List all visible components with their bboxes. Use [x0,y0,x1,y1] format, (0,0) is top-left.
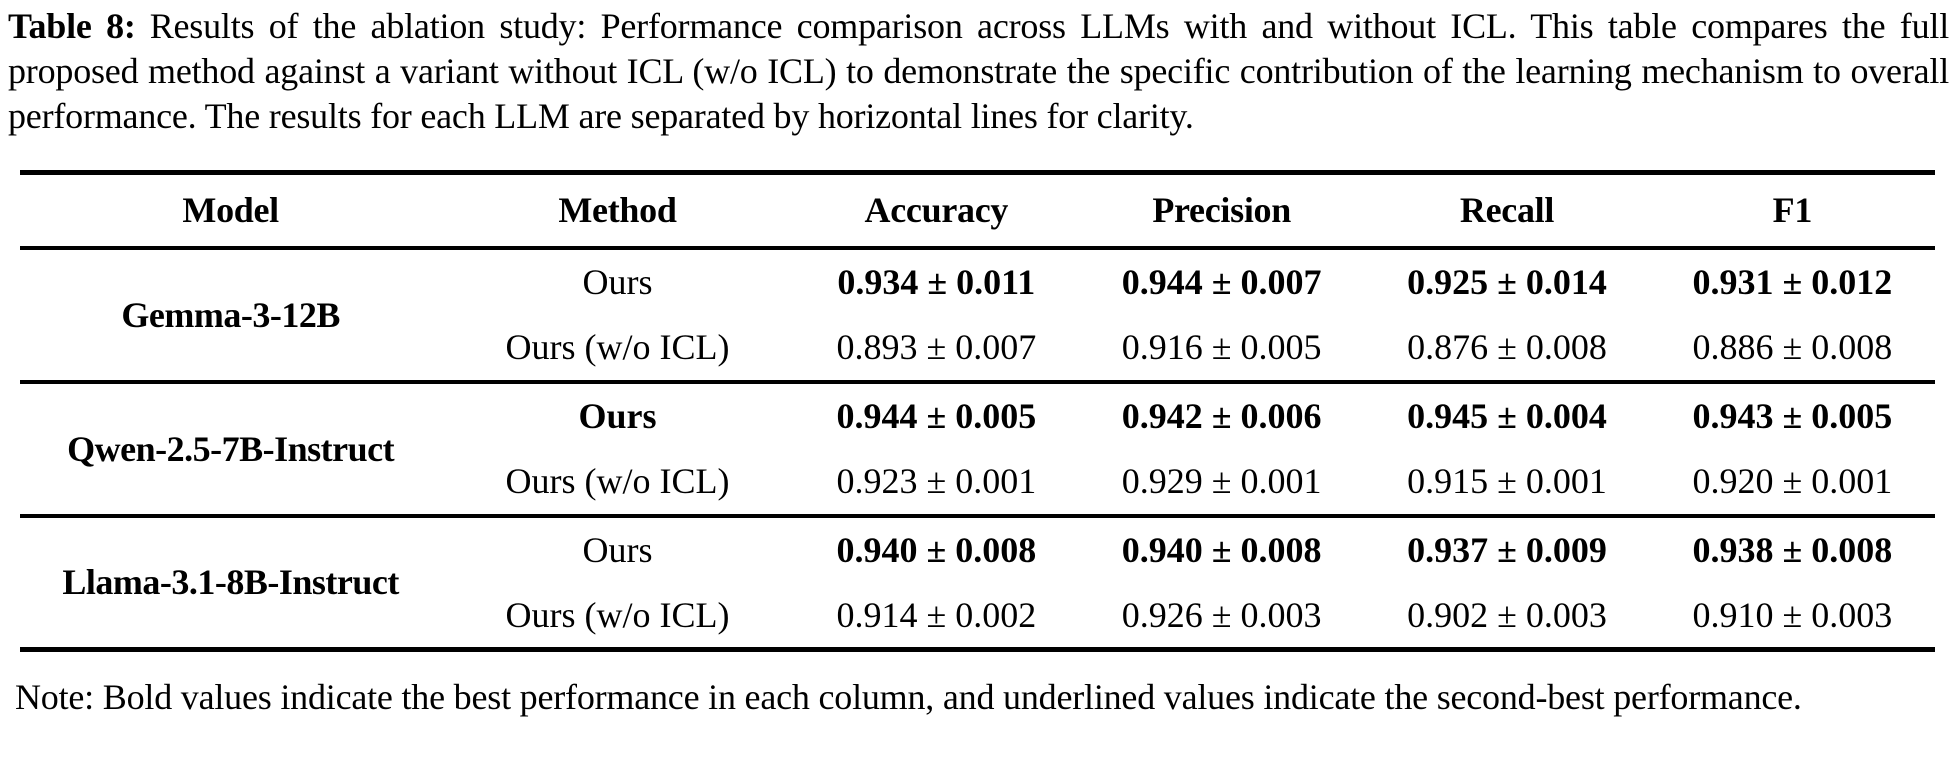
model-group-llama: Llama-3.1-8B-Instruct Ours 0.940 ± 0.008… [20,515,1935,650]
table-caption: Table 8: Results of the ablation study: P… [8,4,1949,139]
metric-precision: 0.940 ± 0.008 [1121,530,1322,570]
metric-recall: 0.902 ± 0.003 [1407,594,1607,635]
col-header-recall: Recall [1459,190,1555,231]
table-row: Ours (w/o ICL) 0.914 ± 0.002 0.926 ± 0.0… [20,583,1935,650]
method-cell: Ours [582,530,653,570]
model-group-gemma: Gemma-3-12B Ours 0.934 ± 0.011 0.944 ± 0… [20,248,1935,382]
results-table: Model Method Accuracy Precision Recall F… [20,170,1935,652]
metric-recall: 0.937 ± 0.009 [1407,530,1607,570]
method-cell: Ours (w/o ICL) [505,327,730,367]
table-note: Note: Bold values indicate the best perf… [15,677,1802,717]
metric-accuracy: 0.934 ± 0.011 [837,262,1036,302]
method-cell: Ours [582,262,653,302]
col-header-model: Model [182,190,279,231]
col-header-f1: F1 [1772,190,1813,231]
table-row: Llama-3.1-8B-Instruct Ours 0.940 ± 0.008… [20,516,1935,602]
metric-f1: 0.931 ± 0.012 [1692,262,1893,302]
model-name: Gemma-3-12B [121,294,340,335]
table-row: Ours (w/o ICL) 0.923 ± 0.001 0.929 ± 0.0… [20,449,1935,516]
metric-recall: 0.945 ± 0.004 [1407,396,1607,436]
metric-f1: 0.920 ± 0.001 [1692,461,1893,501]
method-cell: Ours (w/o ICL) [505,594,730,635]
metric-f1: 0.938 ± 0.008 [1692,530,1893,570]
col-header-accuracy: Accuracy [864,190,1009,231]
metric-precision: 0.944 ± 0.007 [1121,262,1322,302]
model-group-qwen: Qwen-2.5-7B-Instruct Ours 0.944 ± 0.005 … [20,381,1935,516]
metric-recall: 0.876 ± 0.008 [1407,327,1607,367]
metric-precision: 0.942 ± 0.006 [1121,396,1322,436]
metric-accuracy: 0.914 ± 0.002 [836,594,1037,635]
metric-f1: 0.910 ± 0.003 [1692,594,1893,635]
caption-text: Results of the ablation study: Performan… [8,6,1949,136]
col-header-method: Method [558,190,677,231]
metric-accuracy: 0.893 ± 0.007 [836,327,1037,367]
metric-recall: 0.925 ± 0.014 [1407,262,1607,302]
model-name: Llama-3.1-8B-Instruct [62,562,399,603]
caption-label: Table 8: [8,6,136,46]
metric-precision: 0.916 ± 0.005 [1121,327,1322,367]
metric-recall: 0.915 ± 0.001 [1407,461,1607,501]
table-row: Gemma-3-12B Ours 0.934 ± 0.011 0.944 ± 0… [20,248,1935,335]
table-header-row: Model Method Accuracy Precision Recall F… [20,173,1935,248]
metric-accuracy: 0.940 ± 0.008 [836,530,1037,570]
model-name: Qwen-2.5-7B-Instruct [67,428,395,469]
metric-accuracy: 0.944 ± 0.005 [836,396,1037,436]
col-header-precision: Precision [1152,190,1291,231]
method-cell: Ours [578,396,657,436]
metric-f1: 0.886 ± 0.008 [1692,327,1893,367]
metric-f1: 0.943 ± 0.005 [1692,396,1893,436]
metric-accuracy: 0.923 ± 0.001 [836,461,1037,501]
metric-precision: 0.929 ± 0.001 [1121,461,1322,501]
table-row: Qwen-2.5-7B-Instruct Ours 0.944 ± 0.005 … [20,382,1935,469]
method-cell: Ours (w/o ICL) [505,461,730,501]
metric-precision: 0.926 ± 0.003 [1121,594,1322,635]
table-row: Ours (w/o ICL) 0.893 ± 0.007 0.916 ± 0.0… [20,315,1935,382]
